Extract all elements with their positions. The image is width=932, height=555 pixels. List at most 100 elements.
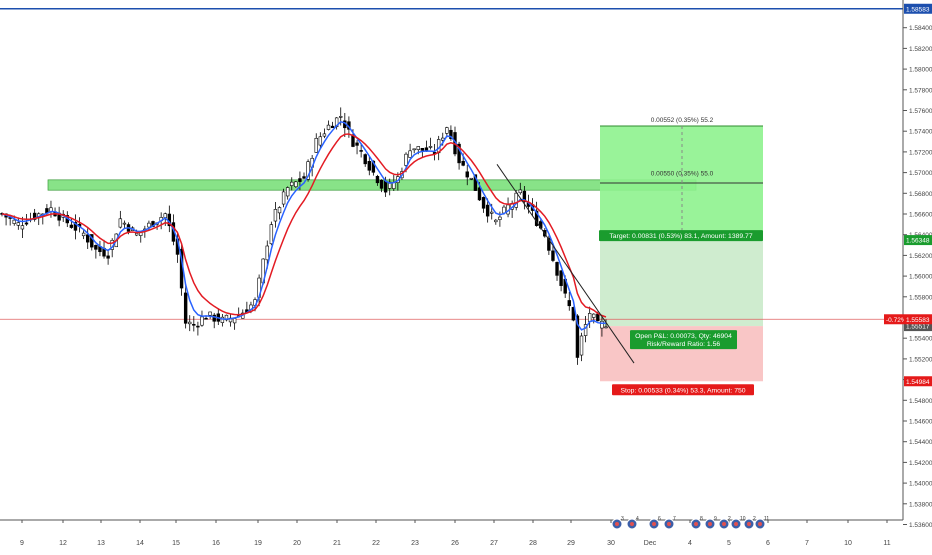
candle-body — [81, 232, 86, 237]
event-flag-icon[interactable]: 6 — [648, 516, 661, 530]
candles-group — [0, 107, 608, 365]
event-flag-icon[interactable]: 3 — [611, 516, 624, 530]
price-marker-change_price — [904, 314, 932, 325]
candle-body — [359, 150, 363, 152]
candle-body — [306, 161, 310, 180]
time-axis[interactable]: 9 12 13 14 15 16 19 20 21 22 23 26 27 28 29 30 Dec 4 5 6 7 10… — [20, 520, 891, 547]
zone-rect[interactable] — [47, 179, 697, 191]
y-tick-label: 1.57600 — [909, 108, 932, 115]
candle-body — [183, 292, 188, 324]
candle-body — [481, 197, 486, 209]
candle-body — [420, 147, 425, 151]
event-flag-icon[interactable]: 7 — [663, 516, 676, 530]
y-tick-label: 1.55800 — [909, 294, 932, 301]
descending-trendline[interactable] — [496, 164, 635, 364]
candle-body — [412, 148, 416, 151]
candle-body — [94, 245, 98, 250]
candle-body — [339, 116, 343, 118]
position-labels: 0.00552 (0.35%) 55.2 0.00550 (0.35%) 55.0… — [599, 117, 763, 396]
candle-body — [457, 143, 461, 164]
event-count: 4 — [636, 516, 639, 522]
candle-body — [208, 311, 212, 316]
trendline[interactable] — [496, 164, 635, 364]
candle-body — [277, 207, 282, 214]
candle-body — [204, 317, 208, 320]
candle-body — [16, 222, 21, 226]
x-tick-label: 5 — [727, 540, 731, 547]
event-flag-icon[interactable]: 9 — [704, 516, 717, 530]
candle-body — [196, 325, 200, 328]
candle-body — [587, 313, 592, 322]
event-dot — [734, 522, 738, 526]
candle-body — [192, 323, 196, 326]
target-label: Target: 0.00831 (0.53%) 83.1, Amount: 13… — [609, 233, 752, 240]
candle-body — [559, 270, 563, 286]
candle-body — [416, 146, 420, 150]
candle-body — [514, 192, 518, 208]
event-dot — [694, 522, 698, 526]
event-dot — [630, 522, 634, 526]
price-marker-label: 1.58583 — [906, 6, 930, 13]
event-count: 3 — [621, 516, 624, 522]
resistance-zone[interactable] — [47, 179, 697, 191]
event-count: 2 — [728, 516, 731, 522]
candle-body — [269, 224, 274, 245]
candle-body — [555, 262, 559, 276]
y-tick-label: 1.58000 — [909, 67, 932, 74]
x-tick-label: Dec — [644, 540, 657, 547]
candle-body — [600, 320, 604, 329]
candle-body — [200, 316, 204, 326]
y-tick-label: 1.56000 — [909, 274, 932, 281]
y-tick-label: 1.57200 — [909, 149, 932, 156]
price-marker-label: 1.55517 — [906, 324, 930, 331]
candle-body — [461, 160, 465, 166]
candle-body — [592, 313, 596, 318]
event-flag-icon[interactable]: 11 — [754, 516, 769, 530]
candle-body — [575, 315, 580, 358]
x-tick-label: 29 — [567, 540, 575, 547]
candle-body — [490, 211, 494, 214]
price-axis[interactable]: 1.58400 1.58200 1.58000 1.57800 1.57600 1.574… — [884, 0, 932, 529]
target-zone[interactable] — [600, 240, 763, 327]
x-tick-label: 13 — [97, 540, 105, 547]
candle-body — [86, 234, 90, 243]
candle-body — [318, 136, 323, 146]
candle-body — [298, 178, 302, 182]
ema-lines — [1, 120, 607, 331]
ema-slow-line — [1, 133, 607, 318]
x-tick-label: 15 — [172, 540, 180, 547]
plot-area — [0, 8, 903, 521]
y-tick-label: 1.54400 — [909, 439, 932, 446]
price-marker-label: 1.55583 — [906, 317, 930, 324]
event-dot — [758, 522, 762, 526]
y-tick-label: 1.57800 — [909, 87, 932, 94]
candle-body — [163, 213, 167, 218]
price-marker-label: 1.56348 — [906, 238, 930, 245]
measure-top-label: 0.00552 (0.35%) 55.2 — [651, 117, 714, 124]
candle-body — [106, 255, 110, 259]
candle-body — [281, 191, 286, 205]
event-dot — [652, 522, 656, 526]
event-flag-icon[interactable]: 10 — [730, 516, 746, 530]
long-position-tool[interactable] — [0, 125, 903, 382]
x-tick-label: 28 — [529, 540, 537, 547]
candle-body — [571, 307, 576, 321]
candle-body — [73, 222, 78, 231]
price-marker-stop — [904, 376, 932, 387]
event-flag-icon[interactable]: 8 — [690, 516, 703, 530]
candle-body — [469, 177, 474, 180]
economic-events[interactable]: 3 4 6 7 8 9 2 10 2 11 — [611, 516, 769, 530]
candle-body — [224, 314, 229, 321]
price-marker-top — [904, 3, 932, 14]
y-tick-label: 1.55200 — [909, 356, 932, 363]
change-badge — [884, 314, 904, 325]
event-count: 10 — [740, 516, 746, 522]
event-flag-icon[interactable]: 2 — [718, 516, 731, 530]
y-tick-label: 1.54800 — [909, 398, 932, 405]
change-label: -0.72% — [886, 317, 907, 324]
event-flag-icon[interactable]: 2 — [743, 516, 756, 530]
event-flag-icon[interactable]: 4 — [626, 516, 639, 530]
candle-body — [428, 146, 433, 148]
